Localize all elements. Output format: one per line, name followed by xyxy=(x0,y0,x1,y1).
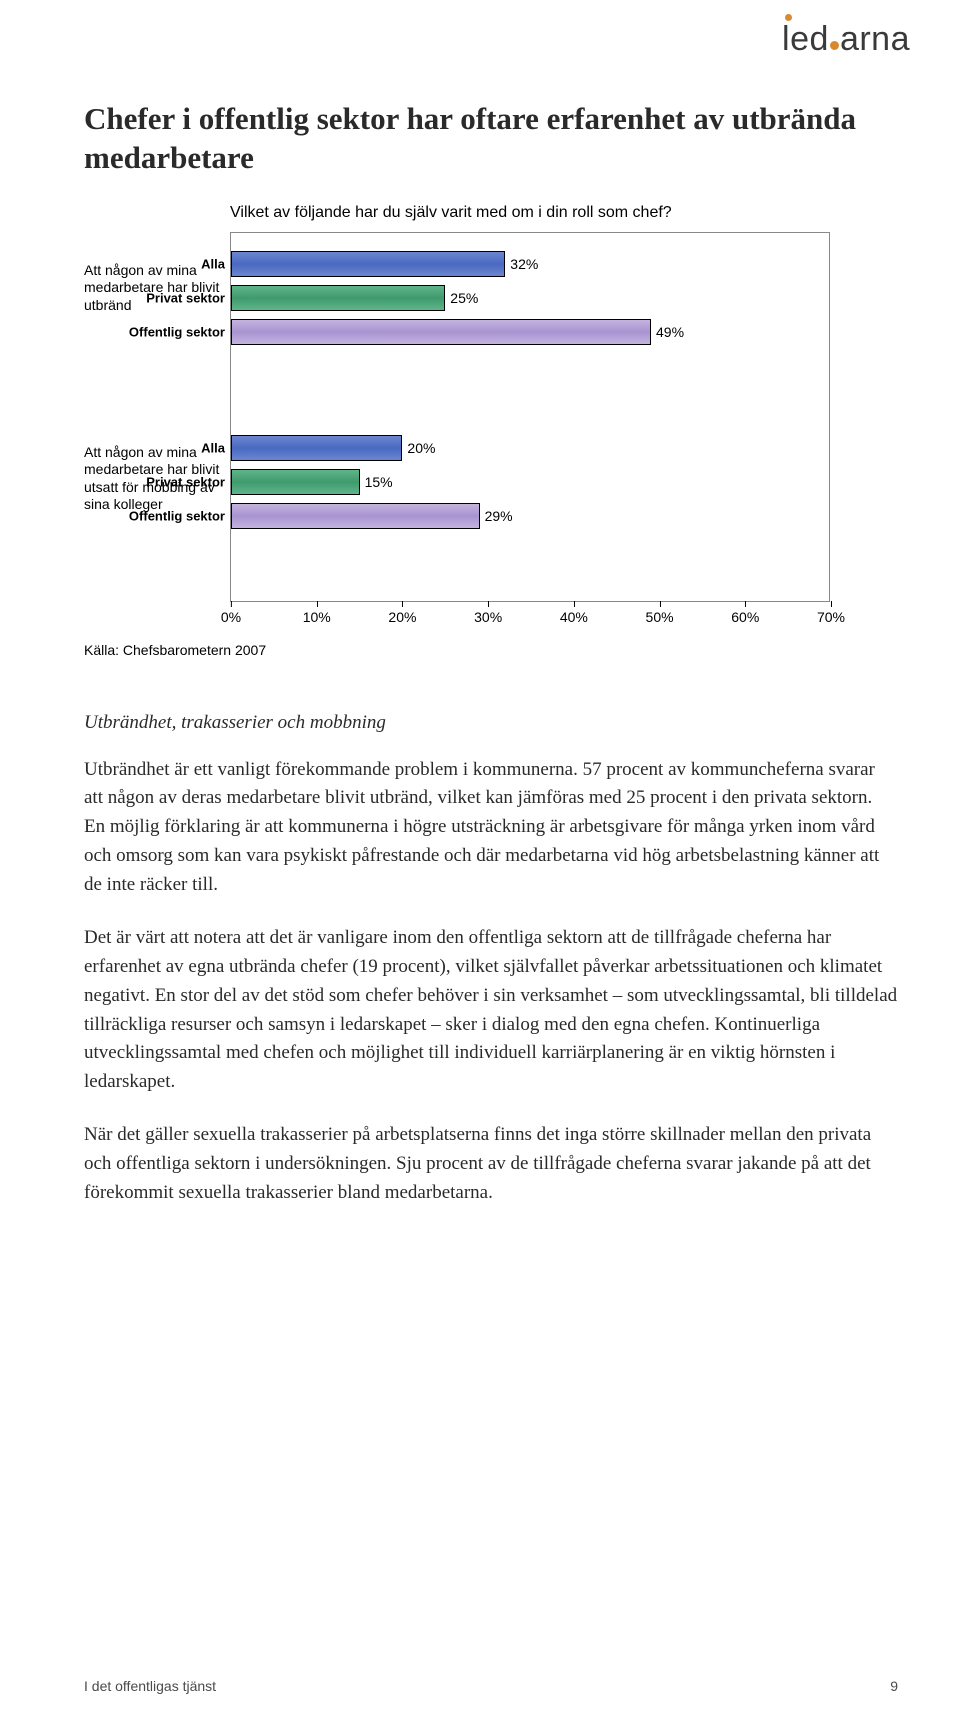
page-title: Chefer i offentlig sektor har oftare erf… xyxy=(84,100,898,178)
page-content: Chefer i offentlig sektor har oftare erf… xyxy=(0,0,960,1208)
chart-bar: 25% xyxy=(231,285,445,311)
chart-series-label: Offentlig sektor xyxy=(129,324,231,339)
survey-chart: Vilket av följande har du själv varit me… xyxy=(84,204,894,658)
chart-series-label: Privat sektor xyxy=(146,474,231,489)
chart-bar: 29% xyxy=(231,503,480,529)
chart-category-labels: Att någon av mina medarbetare har blivit… xyxy=(84,232,230,602)
chart-bar-row: Offentlig sektor49% xyxy=(231,319,651,345)
chart-bar-value: 20% xyxy=(401,440,435,456)
body-paragraph: Det är värt att notera att det är vanlig… xyxy=(84,924,898,1097)
chart-bar: 20% xyxy=(231,435,402,461)
footer-page-number: 9 xyxy=(890,1678,898,1694)
chart-bar-value: 32% xyxy=(504,256,538,272)
chart-x-tick: 60% xyxy=(731,609,759,625)
chart-series-label: Offentlig sektor xyxy=(129,508,231,523)
body-paragraph: När det gäller sexuella trakasserier på … xyxy=(84,1121,898,1208)
chart-bar: 32% xyxy=(231,251,505,277)
chart-bar-row: Alla20% xyxy=(231,435,402,461)
section-subheading: Utbrändhet, trakasserier och mobbning xyxy=(84,712,898,734)
chart-bar-row: Alla32% xyxy=(231,251,505,277)
brand-logo: ledarna xyxy=(782,20,910,59)
chart-bar-row: Privat sektor25% xyxy=(231,285,445,311)
chart-bar-value: 49% xyxy=(650,324,684,340)
chart-bar: 49% xyxy=(231,319,651,345)
chart-x-tick: 40% xyxy=(560,609,588,625)
chart-plot-area: 0%10%20%30%40%50%60%70% Alla32%Privat se… xyxy=(230,232,830,602)
page-footer: I det offentligas tjänst 9 xyxy=(84,1678,898,1694)
chart-bar-value: 15% xyxy=(359,474,393,490)
chart-bar-value: 29% xyxy=(479,508,513,524)
chart-x-tick: 30% xyxy=(474,609,502,625)
chart-series-label: Alla xyxy=(201,440,231,455)
chart-bar-row: Privat sektor15% xyxy=(231,469,360,495)
chart-x-tick: 50% xyxy=(646,609,674,625)
footer-doc-title: I det offentligas tjänst xyxy=(84,1678,216,1694)
chart-x-tick: 10% xyxy=(303,609,331,625)
chart-x-tick: 70% xyxy=(817,609,845,625)
chart-source: Källa: Chefsbarometern 2007 xyxy=(84,642,894,658)
chart-x-axis: 0%10%20%30%40%50%60%70% xyxy=(231,601,829,631)
chart-x-tick: 0% xyxy=(221,609,241,625)
chart-series-label: Alla xyxy=(201,256,231,271)
chart-x-tick: 20% xyxy=(388,609,416,625)
chart-bar-row: Offentlig sektor29% xyxy=(231,503,480,529)
chart-series-label: Privat sektor xyxy=(146,290,231,305)
chart-title: Vilket av följande har du själv varit me… xyxy=(230,204,894,222)
chart-bar: 15% xyxy=(231,469,360,495)
body-paragraph: Utbrändhet är ett vanligt förekommande p… xyxy=(84,756,898,900)
chart-bar-value: 25% xyxy=(444,290,478,306)
